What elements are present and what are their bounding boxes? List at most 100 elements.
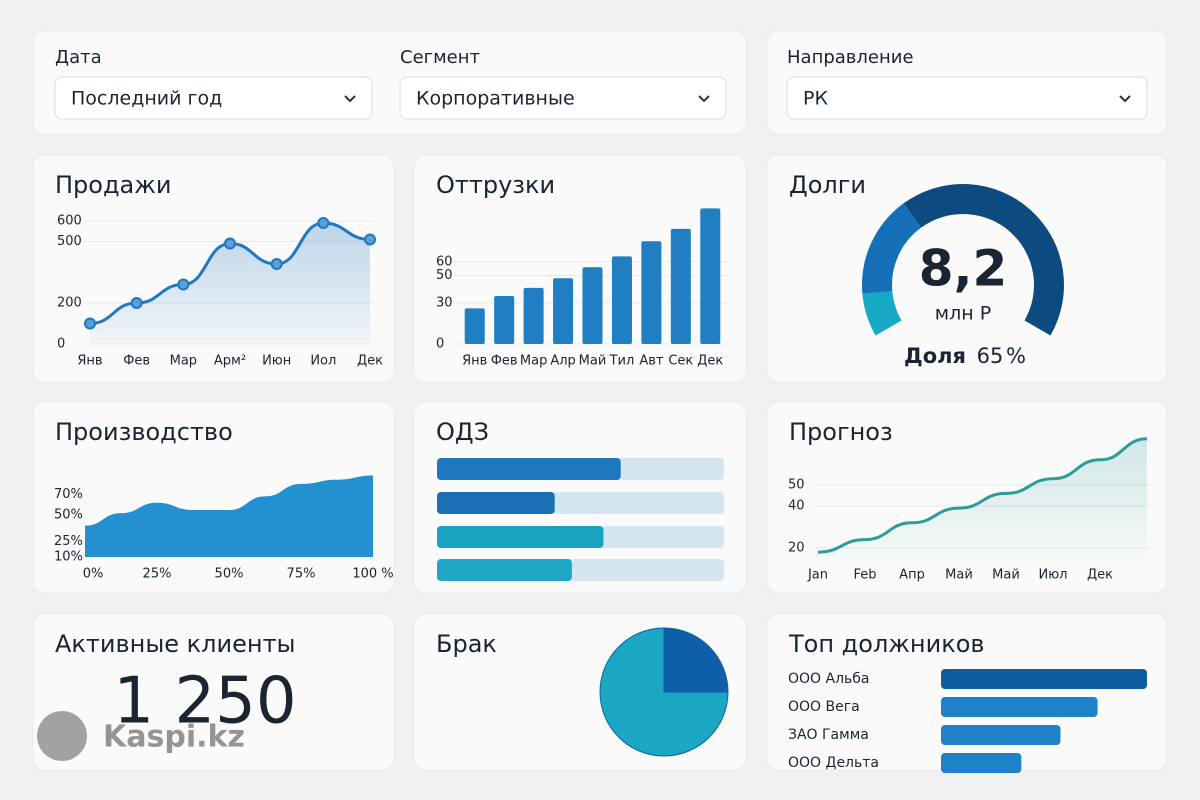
bar xyxy=(941,725,1061,745)
dropdown-value: РК xyxy=(803,88,828,110)
panel-title: Оттрузки xyxy=(436,171,555,199)
x-tick-label: Май xyxy=(579,354,607,369)
y-tick-label: 25% xyxy=(54,534,83,549)
x-tick-label: Мар xyxy=(170,354,197,369)
x-tick-label: Jan xyxy=(807,568,828,583)
pie-slice xyxy=(599,627,729,757)
x-tick-label: Арм² xyxy=(214,354,246,369)
bar xyxy=(582,267,603,344)
x-tick-label: Алр xyxy=(550,354,575,369)
panel-title: Активные клиенты xyxy=(55,630,296,658)
filter-label: Дата xyxy=(55,47,102,68)
share-label: Доля xyxy=(904,344,966,368)
point xyxy=(364,233,376,246)
x-tick-label: Мар xyxy=(520,354,547,369)
x-tick-label: Янв xyxy=(462,354,487,369)
y-tick-label: 500 xyxy=(57,234,82,249)
line-area xyxy=(90,223,370,344)
bar xyxy=(641,241,662,344)
chevron xyxy=(698,95,710,103)
x-tick-label: Июн xyxy=(262,354,291,369)
y-tick-label: 50 xyxy=(788,478,805,493)
bar xyxy=(437,559,572,581)
x-tick-label: Апр xyxy=(899,568,925,583)
x-tick-label: 0% xyxy=(83,567,104,582)
x-tick-label: Янв xyxy=(77,354,102,369)
point xyxy=(177,278,190,291)
x-tick-label: Май xyxy=(945,568,973,583)
bar xyxy=(523,287,544,344)
chevron xyxy=(1119,95,1131,103)
y-tick-label: 30 xyxy=(436,295,453,310)
bar xyxy=(941,697,1098,717)
y-tick-label: 0 xyxy=(57,337,65,352)
watermark: Kaspi.kz xyxy=(103,720,245,755)
bar xyxy=(437,458,621,480)
bar-label: ООО Вега xyxy=(788,699,860,715)
filter-label: Сегмент xyxy=(400,47,480,68)
bar-label: ООО Альба xyxy=(788,671,870,687)
bar-label: ООО Дельта xyxy=(788,755,879,771)
y-tick-label: 70% xyxy=(54,487,83,502)
x-tick-label: Дек xyxy=(1087,568,1113,583)
panel-title: Долги xyxy=(789,171,866,199)
point xyxy=(224,237,236,250)
bar xyxy=(611,256,632,344)
area xyxy=(85,475,373,557)
kpi-value: 1 250 xyxy=(113,665,296,739)
gauge-share xyxy=(903,184,1064,336)
watermark-logo xyxy=(37,711,87,761)
x-tick-label: 25% xyxy=(143,567,172,582)
y-tick-label: 60 xyxy=(436,254,453,269)
x-tick-label: Дек xyxy=(697,354,723,369)
dropdown-value: Корпоративные xyxy=(416,88,575,110)
bar xyxy=(494,296,515,344)
point xyxy=(317,217,330,230)
y-tick-label: 50 xyxy=(436,268,453,283)
x-tick-label: Дек xyxy=(357,354,383,369)
x-tick-label: Июл xyxy=(1039,568,1068,583)
x-tick-label: Фев xyxy=(491,354,518,369)
dropdown[interactable] xyxy=(399,76,727,120)
chevron xyxy=(344,95,356,103)
bar-label: ЗАО Гамма xyxy=(788,727,869,743)
point xyxy=(270,258,283,271)
x-tick-label: Май xyxy=(992,568,1020,583)
y-tick-label: 50% xyxy=(54,508,83,523)
gauge-segment xyxy=(862,203,922,294)
bar xyxy=(437,492,555,514)
point xyxy=(130,297,143,309)
x-tick-label: 100 % xyxy=(352,567,393,582)
y-tick-label: 600 xyxy=(57,214,82,229)
y-tick-label: 40 xyxy=(788,499,805,514)
bar xyxy=(553,278,574,344)
point xyxy=(84,317,96,330)
x-tick-label: Фев xyxy=(123,354,150,369)
panel-title: ОДЗ xyxy=(436,418,489,446)
x-tick-label: Авт xyxy=(639,354,664,369)
dropdown[interactable] xyxy=(54,76,373,120)
bar xyxy=(941,753,1022,773)
x-tick-label: Тил xyxy=(609,354,635,369)
dropdown[interactable] xyxy=(786,76,1148,120)
bar xyxy=(464,308,485,344)
pie-slice xyxy=(663,627,729,693)
card xyxy=(766,154,1168,383)
panel-title: Топ должников xyxy=(788,630,985,658)
gauge-value: 8,2 xyxy=(919,240,1008,298)
line xyxy=(817,437,1148,554)
panel-title: Производство xyxy=(55,418,233,446)
x-tick-label: Иол xyxy=(310,354,336,369)
x-tick-label: 75% xyxy=(287,567,316,582)
y-tick-label: 200 xyxy=(57,296,82,311)
card xyxy=(32,613,395,771)
panel-title: Продажи xyxy=(55,171,171,199)
panel-title: Прогноз xyxy=(789,418,893,446)
filter-label: Направление xyxy=(787,47,914,68)
x-tick-label: Сек xyxy=(668,354,693,369)
bar xyxy=(670,228,691,344)
share-value: 65 xyxy=(977,344,1004,368)
gauge-unit: млн Р xyxy=(935,303,991,325)
dropdown-value: Последний год xyxy=(71,88,222,110)
